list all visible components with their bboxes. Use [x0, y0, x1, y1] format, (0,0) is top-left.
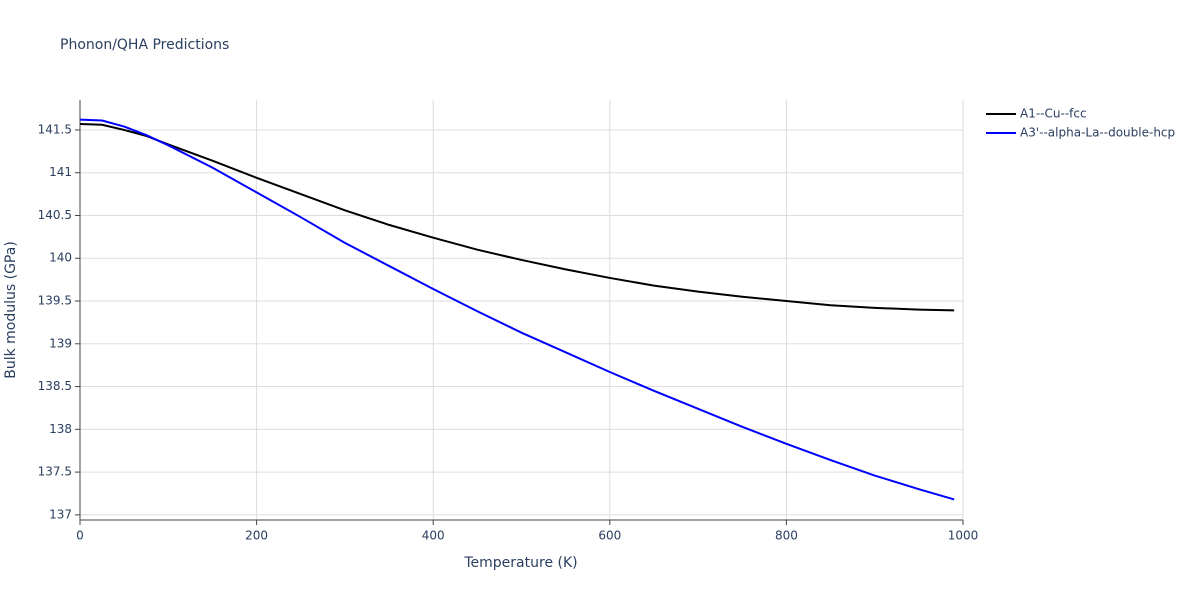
y-tick-label: 138.5 — [38, 379, 72, 393]
legend-label: A1--Cu--fcc — [1020, 107, 1087, 121]
x-tick-label: 1000 — [948, 529, 979, 543]
y-tick-label: 141 — [49, 165, 72, 179]
y-axis-title: Bulk modulus (GPa) — [3, 241, 19, 379]
y-tick-label: 140 — [49, 251, 72, 265]
y-tick-label: 139.5 — [38, 294, 72, 308]
x-tick-label: 400 — [422, 529, 445, 543]
x-tick-label: 600 — [598, 529, 621, 543]
chart-title: Phonon/QHA Predictions — [60, 37, 229, 53]
x-tick-label: 800 — [775, 529, 798, 543]
y-tick-label: 137 — [49, 507, 72, 521]
y-tick-label: 140.5 — [38, 208, 72, 222]
line-series — [79, 122, 955, 312]
y-tick-label: 137.5 — [38, 465, 72, 479]
x-tick-label: 200 — [245, 529, 268, 543]
x-tick-label: 0 — [76, 529, 84, 543]
y-tick-label: 141.5 — [38, 122, 72, 136]
x-axis-title: Temperature (K) — [463, 555, 577, 571]
y-tick-label: 138 — [49, 422, 72, 436]
y-tick-label: 139 — [49, 336, 72, 350]
line-series — [79, 118, 955, 501]
legend-label: A3'--alpha-La--double-hcp — [1020, 126, 1175, 140]
